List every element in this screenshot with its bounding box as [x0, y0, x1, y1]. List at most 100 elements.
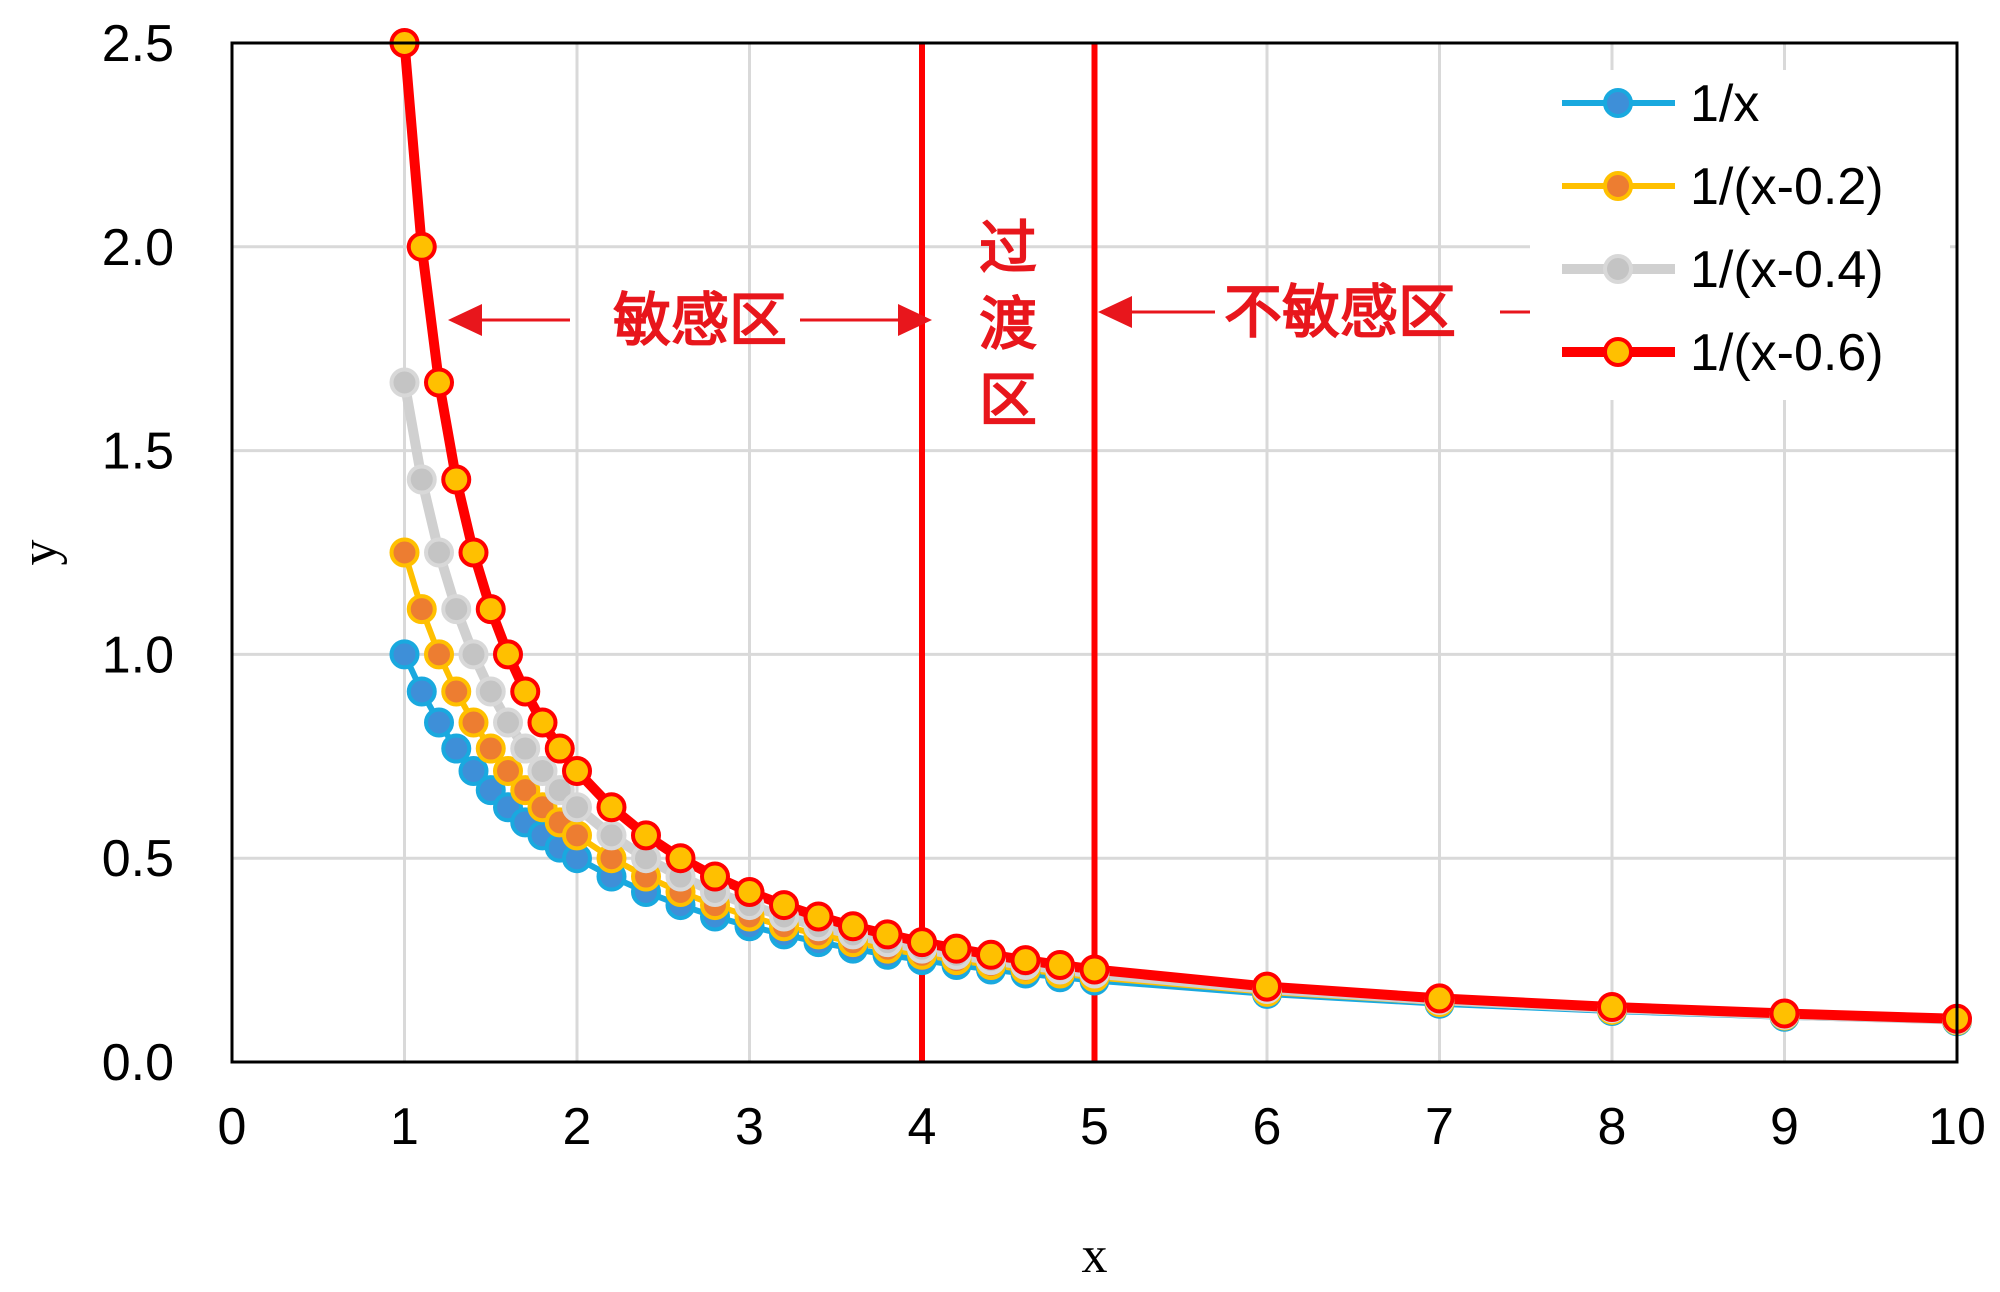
data-point: [562, 792, 592, 823]
legend-label: 1/(x-0.4): [1690, 241, 1884, 299]
data-point: [838, 911, 868, 942]
data-point: [527, 755, 558, 786]
x-tick-labels: 0 1 2 3 4 5 6 7 8 9 10: [218, 1098, 1986, 1156]
legend-marker: [1603, 88, 1633, 118]
y-tick-label: 1.0: [102, 626, 174, 684]
x-tick-label: 2: [563, 1098, 592, 1156]
data-point: [424, 707, 454, 738]
series-line: [401, 551, 1958, 1024]
data-point: [493, 639, 523, 670]
y-tick-label: 0.0: [102, 1034, 174, 1092]
arrow-head: [898, 304, 932, 336]
data-point: [441, 464, 472, 495]
data-point: [475, 594, 506, 625]
x-tick-label: 4: [908, 1098, 937, 1156]
x-tick-label: 9: [1770, 1098, 1799, 1156]
insensitive-zone-label: 不敏感区: [1224, 278, 1456, 346]
data-point: [475, 733, 506, 764]
data-point: [1597, 991, 1627, 1022]
x-tick-label: 8: [1598, 1098, 1627, 1156]
data-point: [510, 676, 541, 707]
data-point: [406, 464, 437, 495]
x-tick-label: 6: [1253, 1098, 1282, 1156]
plot-frame: [230, 41, 1959, 1064]
series-markers: [389, 28, 1972, 1037]
data-point: [803, 901, 834, 932]
data-point: [493, 707, 523, 738]
data-point: [872, 919, 903, 950]
data-point: [441, 733, 472, 764]
data-point: [510, 733, 541, 764]
data-point: [389, 537, 420, 568]
data-point: [510, 775, 541, 806]
x-axis-label: x: [1082, 1227, 1108, 1284]
data-point: [424, 367, 454, 398]
data-point: [562, 820, 592, 851]
x-tick-label: 7: [1425, 1098, 1454, 1156]
y-tick-labels: 0.0 0.5 1.0 1.5 2.0 2.5: [102, 15, 174, 1092]
data-point: [406, 676, 437, 707]
transition-zone-char: 渡: [979, 290, 1037, 358]
y-tick-label: 1.5: [102, 423, 174, 481]
data-point: [458, 639, 489, 670]
x-tick-label: 3: [735, 1098, 764, 1156]
data-point: [596, 820, 627, 851]
data-point: [665, 843, 696, 874]
data-point: [769, 890, 799, 921]
data-point: [700, 861, 730, 892]
data-point: [527, 707, 558, 738]
data-point: [1079, 954, 1110, 985]
legend-marker: [1603, 254, 1633, 284]
series-line: [399, 381, 1958, 1025]
data-point: [596, 792, 627, 823]
x-tick-label: 0: [218, 1098, 247, 1156]
x-tick-label: 5: [1080, 1098, 1109, 1156]
y-tick-label: 2.0: [102, 219, 174, 277]
data-point: [544, 733, 575, 764]
data-point: [631, 820, 661, 851]
data-point: [406, 231, 437, 262]
y-tick-label: 2.5: [102, 15, 174, 73]
data-point: [475, 676, 506, 707]
data-point: [458, 755, 489, 786]
data-point: [493, 755, 523, 786]
data-point: [424, 639, 454, 670]
data-point: [562, 755, 592, 786]
x-tick-label: 10: [1928, 1098, 1986, 1156]
data-point: [389, 367, 420, 398]
x-tick-label: 1: [390, 1098, 419, 1156]
legend-label: 1/(x-0.2): [1690, 158, 1884, 216]
y-tick-label: 0.5: [102, 830, 174, 888]
transition-zone-char: 区: [979, 366, 1037, 434]
zone-divider-lines: [919, 43, 1098, 1062]
data-point: [441, 594, 472, 625]
legend-marker: [1603, 337, 1633, 367]
data-point: [458, 707, 489, 738]
data-point: [1424, 983, 1455, 1014]
data-point: [389, 639, 420, 670]
data-point: [441, 676, 472, 707]
arrow-head: [1098, 296, 1132, 328]
sensitive-zone-label: 敏感区: [613, 286, 787, 354]
arrow-head: [448, 304, 482, 336]
legend-label: 1/(x-0.6): [1690, 324, 1884, 382]
legend: 1/x 1/(x-0.2) 1/(x-0.4) 1/(x-0.6): [1530, 70, 1950, 400]
data-point: [458, 537, 489, 568]
transition-zone-char: 过: [979, 214, 1037, 282]
data-point: [976, 939, 1006, 970]
legend-label: 1/x: [1690, 75, 1759, 133]
data-point: [941, 933, 972, 964]
data-point: [424, 537, 454, 568]
data-point: [544, 775, 575, 806]
data-point: [1010, 945, 1041, 976]
data-point: [1252, 971, 1282, 1002]
data-point: [1769, 998, 1800, 1029]
data-point: [406, 594, 437, 625]
legend-background: [1530, 70, 1950, 400]
y-axis-label: y: [11, 540, 68, 566]
data-point: [734, 877, 765, 908]
data-point: [1045, 949, 1075, 980]
data-point: [475, 775, 506, 806]
data-point: [907, 927, 937, 958]
